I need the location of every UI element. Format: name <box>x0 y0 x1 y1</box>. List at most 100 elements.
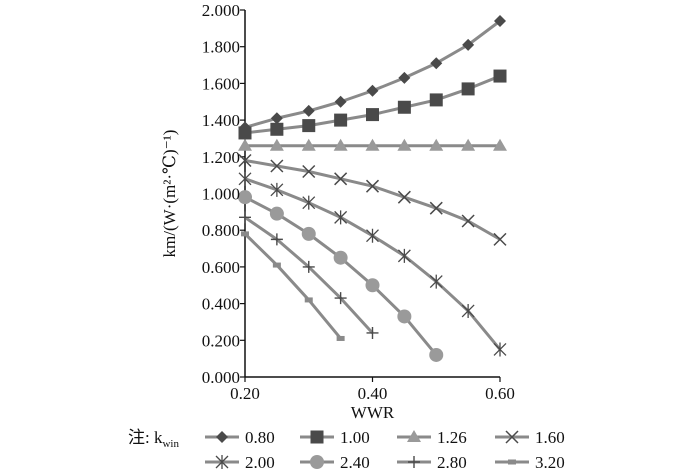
data-point <box>461 303 475 318</box>
x-tick-label: 0.20 <box>230 384 260 403</box>
data-point <box>493 342 507 357</box>
legend-entry-2.40: 2.40 <box>300 453 370 470</box>
y-tick-label: 1.800 <box>202 38 240 57</box>
data-point <box>270 233 283 246</box>
y-tick-label: 2.000 <box>202 1 240 20</box>
legend-entry-2.80: 2.80 <box>397 453 467 470</box>
legend-marker <box>216 431 228 443</box>
y-tick-label: 1.200 <box>202 148 240 167</box>
data-point <box>302 104 315 117</box>
y-axis-title: km/(W·(m²·℃)⁻¹) <box>160 130 179 258</box>
y-tick-label: 0.200 <box>202 331 240 350</box>
y-tick-label: 0.600 <box>202 258 240 277</box>
data-point <box>334 210 348 225</box>
data-point <box>238 138 252 151</box>
series-1.60 <box>238 153 507 246</box>
data-point <box>301 138 316 151</box>
data-point <box>366 326 379 339</box>
series-line <box>244 158 501 241</box>
legend-entry-1.00: 1.00 <box>300 428 370 447</box>
legend-label: 1.26 <box>437 428 467 447</box>
data-point <box>334 292 347 305</box>
data-point <box>304 297 313 303</box>
data-point <box>494 15 506 28</box>
legend-label: 2.40 <box>340 453 370 470</box>
data-point <box>270 112 283 125</box>
series-layer <box>238 15 507 362</box>
legend-entry-1.60: 1.60 <box>495 428 565 447</box>
data-point <box>238 171 252 186</box>
y-tick-label: 0.000 <box>202 368 240 387</box>
y-tick-label: 1.600 <box>202 74 240 93</box>
series-2.40 <box>238 190 444 362</box>
legend-marker <box>408 456 420 468</box>
legend-entry-3.20: 3.20 <box>495 453 565 470</box>
data-point <box>366 108 379 122</box>
data-point <box>272 262 281 268</box>
data-point <box>365 278 380 293</box>
legend-label: 3.20 <box>535 453 565 470</box>
data-point <box>334 95 347 108</box>
y-tick-label: 1.400 <box>202 111 240 130</box>
data-point <box>270 122 284 136</box>
data-point <box>365 138 380 151</box>
legend-prefix: 注: kwin <box>128 428 179 450</box>
legend-marker <box>310 455 324 469</box>
data-point <box>397 138 412 151</box>
x-axis-title: WWR <box>351 403 395 422</box>
legend-marker <box>215 455 229 469</box>
data-point <box>301 226 316 241</box>
data-point <box>302 119 316 133</box>
data-point <box>429 138 444 151</box>
data-point <box>461 82 475 96</box>
legend-marker <box>505 430 519 444</box>
data-point <box>397 190 411 204</box>
data-point <box>269 138 284 151</box>
tick-labels: 0.000 0.200 0.400 0.600 0.800 1.000 1.200 1.400… <box>202 1 515 403</box>
data-point <box>429 93 443 107</box>
data-point <box>302 260 315 273</box>
data-point <box>238 190 252 205</box>
data-point <box>493 232 507 246</box>
data-point <box>270 182 284 197</box>
data-point <box>429 201 443 215</box>
legend-entry-1.26: 1.26 <box>397 428 467 447</box>
legend-label: 1.00 <box>340 428 370 447</box>
y-tick-label: 0.800 <box>202 221 240 240</box>
legend: 注: kwin 0.80 1.00 1.26 1.60 2.00 2.40 2.80 3.20 <box>128 428 565 470</box>
data-point <box>238 153 252 168</box>
series-1.00 <box>238 69 507 140</box>
data-point <box>238 126 252 140</box>
legend-label: 2.80 <box>437 453 467 470</box>
series-1.26 <box>238 138 507 151</box>
legend-entry-0.80: 0.80 <box>205 428 275 447</box>
legend-entry-2.00: 2.00 <box>205 453 275 470</box>
legend-label: 2.00 <box>245 453 275 470</box>
data-point <box>366 228 379 243</box>
data-point <box>333 250 348 265</box>
series-0.80 <box>239 15 506 134</box>
data-point <box>462 38 475 51</box>
data-point <box>429 274 443 289</box>
data-point <box>461 214 475 228</box>
data-point <box>366 84 379 97</box>
legend-marker <box>310 430 324 444</box>
data-point <box>302 164 316 179</box>
y-tick-label: 1.000 <box>202 185 240 204</box>
legend-label: 1.60 <box>535 428 565 447</box>
data-point <box>461 138 476 151</box>
data-point <box>241 231 249 237</box>
x-tick-label: 0.40 <box>358 384 388 403</box>
data-point <box>302 195 316 210</box>
series-line <box>244 177 502 351</box>
data-point <box>333 138 348 151</box>
series-2.80 <box>239 211 379 339</box>
data-point <box>493 69 507 83</box>
series-3.20 <box>241 231 345 341</box>
data-point <box>336 335 345 341</box>
y-tick-label: 0.400 <box>202 295 240 314</box>
data-point <box>269 206 284 221</box>
data-point <box>365 179 380 193</box>
legend-label: 0.80 <box>245 428 275 447</box>
data-point <box>430 57 443 70</box>
